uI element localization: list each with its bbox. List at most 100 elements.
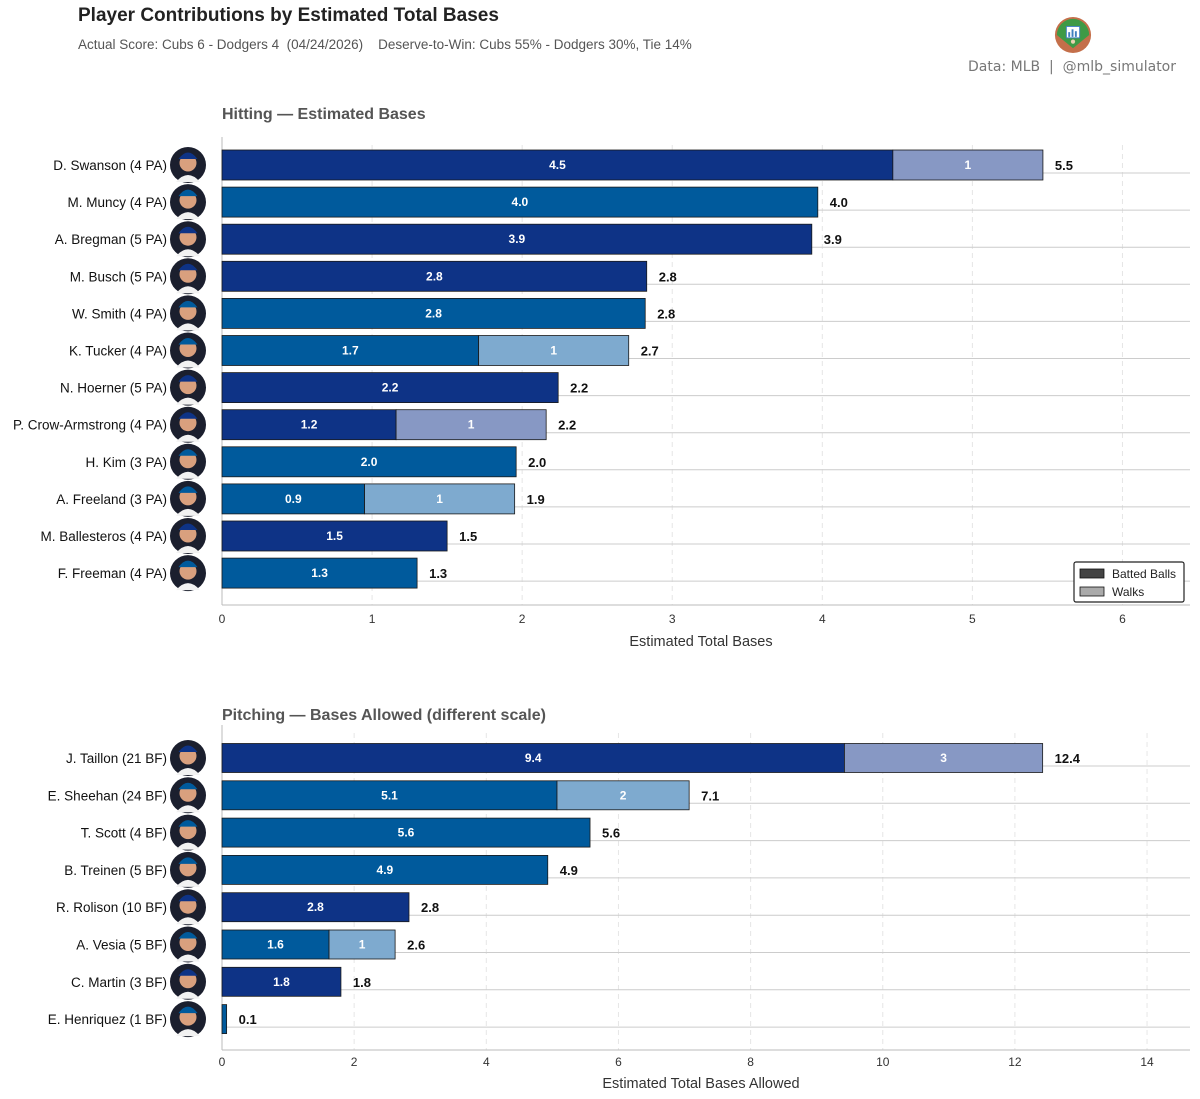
bar-total-label: 2.6 bbox=[407, 938, 425, 953]
avatar-jersey bbox=[176, 805, 200, 813]
player-avatar bbox=[170, 814, 206, 851]
page-title: Player Contributions by Estimated Total … bbox=[78, 5, 499, 26]
bar-total-label: 5.6 bbox=[602, 826, 620, 841]
bar-total-label: 4.9 bbox=[560, 863, 578, 878]
bar-batted-balls bbox=[221, 743, 845, 773]
player-avatar bbox=[170, 443, 206, 480]
bar-value-label: 3.9 bbox=[509, 232, 526, 246]
bar-value-label: 1.7 bbox=[342, 344, 359, 358]
avatar-jersey bbox=[176, 508, 200, 516]
avatar-jersey bbox=[176, 954, 200, 962]
bar-value-label: 5.1 bbox=[381, 788, 398, 802]
y-tick-label: T. Scott (4 BF) bbox=[81, 826, 167, 841]
bar-batted-balls bbox=[221, 892, 410, 923]
avatar-jersey bbox=[176, 249, 200, 257]
bar-value-label: 4.5 bbox=[549, 158, 566, 172]
avatar-cap bbox=[178, 486, 198, 493]
legend-label-batted: Batted Balls bbox=[1112, 567, 1176, 581]
player-avatar bbox=[170, 295, 206, 332]
bar-value-label: 4.0 bbox=[512, 195, 529, 209]
avatar-jersey bbox=[176, 397, 200, 405]
bar-batted-balls bbox=[221, 372, 559, 404]
x-axis-label: Estimated Total Bases Allowed bbox=[602, 1076, 799, 1092]
bar-batted-balls bbox=[221, 335, 480, 366]
x-tick-label: 0 bbox=[219, 1055, 226, 1069]
bar-batted-balls bbox=[221, 966, 342, 997]
bar-walks-label: 1 bbox=[468, 418, 475, 432]
bar-walks bbox=[844, 743, 1044, 773]
avatar-jersey bbox=[176, 842, 200, 850]
y-tick-label: C. Martin (3 BF) bbox=[71, 975, 167, 990]
chart-legend: Batted Balls Walks bbox=[1073, 561, 1185, 603]
avatar-jersey bbox=[176, 991, 200, 999]
avatar-jersey bbox=[176, 175, 200, 182]
bar-total-label: 12.4 bbox=[1055, 751, 1081, 766]
bar-total-label: 1.9 bbox=[527, 492, 545, 507]
player-avatar bbox=[170, 777, 206, 814]
y-tick-label: M. Muncy (4 PA) bbox=[67, 195, 167, 210]
bar-total-label: 3.9 bbox=[824, 232, 842, 247]
bar-value-label: 9.4 bbox=[525, 751, 542, 765]
bar-walks-label: 1 bbox=[359, 938, 366, 952]
y-tick-label: E. Henriquez (1 BF) bbox=[48, 1012, 167, 1027]
bar-total-label: 2.2 bbox=[558, 418, 576, 433]
bar-total-label: 2.7 bbox=[641, 344, 659, 359]
x-tick-label: 3 bbox=[669, 612, 676, 626]
x-tick-label: 12 bbox=[1008, 1055, 1022, 1069]
bar-value-label: 2.8 bbox=[425, 306, 442, 320]
bar-value-label: 5.6 bbox=[398, 826, 415, 840]
player-avatar bbox=[170, 221, 206, 258]
y-tick-label: D. Swanson (4 PA) bbox=[53, 158, 167, 173]
data-credit: Data: MLB | @mlb_simulator bbox=[968, 59, 1176, 75]
y-tick-label: F. Freeman (4 PA) bbox=[58, 566, 167, 581]
legend-swatch-batted bbox=[1079, 568, 1105, 579]
avatar-jersey bbox=[176, 323, 200, 331]
player-avatar bbox=[170, 184, 206, 221]
x-tick-label: 2 bbox=[519, 612, 526, 626]
bar-walks bbox=[328, 929, 396, 960]
player-avatar bbox=[170, 480, 206, 517]
avatar-jersey bbox=[176, 879, 200, 887]
x-tick-label: 10 bbox=[876, 1055, 890, 1069]
x-tick-label: 6 bbox=[615, 1055, 622, 1069]
bar-batted-balls bbox=[221, 1004, 228, 1034]
bar-batted-balls bbox=[221, 855, 549, 885]
bar-batted-balls bbox=[221, 260, 648, 292]
x-tick-label: 1 bbox=[369, 612, 376, 626]
avatar-cap bbox=[178, 412, 198, 419]
x-tick-label: 2 bbox=[351, 1055, 358, 1069]
baseball-field-logo-icon bbox=[1054, 16, 1092, 54]
x-tick-label: 8 bbox=[747, 1055, 754, 1069]
avatar-jersey bbox=[176, 360, 200, 368]
avatar-jersey bbox=[176, 1029, 200, 1037]
avatar-jersey bbox=[176, 286, 200, 294]
y-tick-label: K. Tucker (4 PA) bbox=[69, 344, 167, 359]
bar-value-label: 4.9 bbox=[377, 863, 394, 877]
avatar-cap bbox=[178, 782, 198, 790]
avatar-cap bbox=[178, 969, 198, 976]
bar-total-label: 1.3 bbox=[429, 566, 447, 581]
y-tick-label: N. Hoerner (5 PA) bbox=[60, 381, 167, 396]
avatar-cap bbox=[178, 932, 198, 939]
y-tick-label: H. Kim (3 PA) bbox=[85, 455, 167, 470]
y-tick-label: J. Taillon (21 BF) bbox=[66, 751, 167, 766]
bar-walks bbox=[478, 335, 630, 366]
player-avatar bbox=[170, 889, 206, 926]
avatar-jersey bbox=[176, 546, 200, 553]
bar-batted-balls bbox=[221, 297, 646, 329]
x-axis-label: Estimated Total Bases bbox=[629, 634, 772, 650]
bar-walks bbox=[892, 149, 1044, 181]
bar-value-label: 1.5 bbox=[326, 529, 343, 543]
avatar-cap bbox=[178, 857, 198, 864]
player-avatar bbox=[170, 555, 206, 592]
avatar-cap bbox=[178, 1006, 198, 1014]
y-tick-label: M. Busch (5 PA) bbox=[70, 269, 167, 284]
avatar-cap bbox=[178, 226, 198, 234]
bar-batted-balls bbox=[221, 409, 397, 441]
avatar-cap bbox=[178, 523, 198, 530]
bar-walks-label: 1 bbox=[436, 492, 443, 506]
bar-total-label: 7.1 bbox=[701, 788, 719, 803]
y-tick-label: A. Vesia (5 BF) bbox=[76, 938, 167, 953]
avatar-cap bbox=[178, 560, 198, 568]
bar-value-label: 0.9 bbox=[285, 492, 302, 506]
